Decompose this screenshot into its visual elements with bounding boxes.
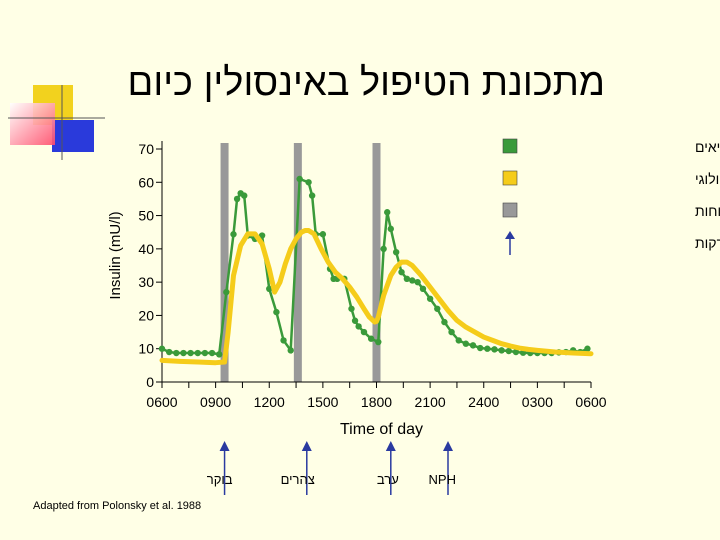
meal-bar-2 [293,143,302,382]
data-point-healthy [375,338,382,346]
x-tick-label: 0600 [146,394,177,410]
y-tick-label: 0 [146,374,154,390]
data-point-healthy [194,349,201,357]
data-point-healthy [448,328,455,336]
injection-arrow-icon [219,441,230,451]
x-axis-title: Time of day [340,421,423,438]
legend-arrow-icon [505,231,515,239]
data-point-healthy [230,231,237,238]
data-point-healthy [434,305,441,312]
data-point-healthy [403,275,411,283]
x-tick-label: 1200 [254,394,285,410]
data-point-healthy [216,351,223,358]
y-tick-label: 20 [138,307,154,323]
data-point-healthy [584,345,591,352]
data-point-healthy [426,295,434,302]
y-tick-label: 50 [138,208,154,224]
data-point-healthy [273,308,280,316]
data-point-healthy [355,323,362,330]
data-point-healthy [223,288,230,296]
meal-bar-1 [220,143,229,382]
data-point-healthy [409,277,416,284]
data-point-healthy [287,347,294,354]
y-tick-label: 60 [138,174,154,190]
x-tick-label: 1800 [361,394,392,410]
data-point-healthy [201,349,209,357]
data-point-healthy [387,225,394,233]
x-tick-label: 1500 [307,394,338,410]
legend-label: ארוחות [695,203,720,219]
series-line-pharmacological [159,228,594,366]
data-point-healthy [384,209,391,216]
meal-bar-3 [372,143,381,382]
data-point-healthy [367,335,375,342]
data-point-healthy [165,348,173,356]
data-point-healthy [351,317,359,324]
legend-label: רמות אינסולין בבריאים [695,139,720,155]
slide-title: מתכונת הטיפול באינסולין כיום [127,62,605,104]
data-point-healthy [208,349,216,357]
y-tick-label: 30 [138,274,154,290]
x-tick-label: 0300 [522,394,553,410]
data-point-healthy [512,348,520,356]
data-point-healthy [258,232,266,239]
y-tick-label: 10 [138,341,154,357]
data-point-healthy [360,328,368,336]
data-point-healthy [158,345,166,352]
injection-arrow-icon [301,441,312,451]
data-point-healthy [173,349,180,357]
data-point-healthy [280,337,287,344]
data-point-healthy [305,179,312,186]
source-citation: Adapted from Polonsky et al. 1988 [33,500,202,512]
data-point-healthy [187,349,194,357]
decor-blue-square [52,120,94,152]
injection-arrow-icon [443,441,453,451]
x-tick-label: 2400 [468,394,499,410]
decorative-squares [8,85,105,160]
data-point-healthy [469,342,477,349]
injection-arrow-icon [385,441,396,451]
data-point-healthy [296,175,303,183]
data-point-healthy [505,347,512,355]
data-point-healthy [319,231,327,238]
x-tick-label: 2100 [415,394,446,410]
data-point-healthy [308,192,316,199]
data-point-healthy [419,285,427,292]
data-point-healthy [241,192,248,199]
y-tick-label: 70 [138,141,154,157]
data-point-healthy [455,337,462,344]
data-point-healthy [233,195,241,203]
legend-swatch [502,138,518,154]
legend-label: זמן הזרקות [695,235,720,251]
data-point-healthy [414,278,421,286]
legend-swatch [502,202,518,218]
data-point-healthy [476,344,484,352]
injection-label: בוקר [207,472,233,487]
data-point-healthy [380,245,387,253]
legend-label: אינסולין פרמקולוגי [695,171,720,187]
x-tick-label: 0900 [200,394,231,410]
legend-swatch [502,170,518,186]
data-point-healthy [491,346,498,353]
data-point-healthy [348,305,355,312]
data-point-healthy [180,349,187,357]
data-point-healthy [484,345,491,352]
y-axis-title: Insulin (mU/l) [107,211,124,299]
injection-label: צהרים [281,472,315,487]
decor-pink-square [10,103,55,145]
data-point-healthy [441,318,448,326]
data-point-healthy [398,268,405,276]
injection-label: ערב [377,472,399,487]
data-point-healthy [392,248,400,256]
data-point-healthy [462,340,470,347]
injection-label: NPH [429,472,456,487]
x-tick-label: 0600 [575,394,606,410]
data-point-healthy [266,285,273,292]
data-point-healthy [498,347,505,354]
y-tick-label: 40 [138,241,154,257]
